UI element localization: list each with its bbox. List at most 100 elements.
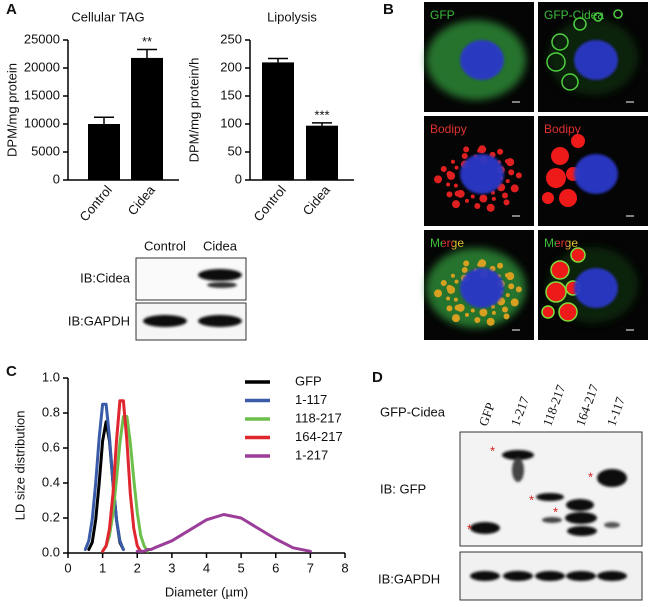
chart-title: Lipolysis [267,9,317,24]
droplet [453,297,458,302]
droplet [515,172,522,179]
droplet-ring [546,52,566,72]
band [470,522,500,534]
y-tick-label: 0.0 [42,544,60,559]
droplet [440,165,447,172]
lane-label: 118-217 [540,382,569,428]
channel-label: Bodipy [544,122,581,136]
droplet [456,303,465,312]
droplet [501,306,508,313]
x-tick-label: 0 [64,560,71,575]
micro-tile [538,2,648,112]
row-label: IB:GAPDH [378,571,440,586]
droplet [470,308,475,313]
droplet [477,148,482,153]
band [207,282,237,288]
x-tick-label: Cidea [300,182,334,218]
micro-tile [538,116,648,226]
droplet [474,316,481,323]
droplet [454,279,459,284]
microscopy [424,2,648,340]
panel-label: D [372,369,383,386]
band [143,315,187,327]
band [198,315,242,327]
band [565,512,597,524]
droplet [503,199,510,206]
droplet-ring [551,33,569,51]
droplet [551,147,569,165]
asterisk: * [553,504,558,519]
droplet [446,296,451,301]
droplet-ring [561,73,579,91]
x-axis-label: Diameter (µm) [165,584,248,599]
row-label: IB: GFP [380,481,426,496]
nucleus [574,268,618,308]
droplet [501,192,508,199]
droplet [450,273,455,278]
band [566,499,594,511]
y-axis-label: LD size distribution [12,411,27,521]
asterisk: * [588,469,593,484]
droplet [570,247,586,263]
series-line [83,402,125,551]
legend-label: GFP [295,373,322,388]
channel-label: GFP-Cidea [544,8,604,22]
channel-label: Merge [544,236,578,250]
x-tick-label: 7 [307,560,314,575]
nucleus [460,268,504,308]
droplet-ring [593,12,603,22]
droplet-ring [613,9,623,19]
blot-a: Control Cidea IB:Cidea IB:GAPDH [68,238,247,341]
droplet [505,179,510,184]
x-tick-label: 8 [341,560,348,575]
nucleus [574,154,618,194]
bar [131,57,163,180]
band [542,517,562,523]
legend-label: 1-117 [295,392,327,407]
x-tick-label: 6 [272,560,279,575]
blot-d: GFP-Cidea GFP 1-217 118-217 164-217 1-11… [378,382,643,601]
lane-label: 1-217 [508,394,533,428]
droplet [434,175,443,184]
droplet [541,305,555,319]
microscopy-labels: GFP GFP-Cidea Bodipy Bodipy Merge Merge [430,8,604,250]
droplet [497,148,504,155]
y-tick-label: 20000 [24,59,60,74]
y-tick-label: 15000 [24,87,60,102]
band [512,458,524,482]
y-tick-label: 25000 [24,31,60,46]
band [566,571,596,581]
droplet [434,289,443,298]
droplet [550,260,570,280]
bar [88,124,120,180]
droplet [503,313,510,320]
y-tick-label: 1.0 [42,369,60,384]
droplet [479,308,488,317]
micro-tile [424,2,534,112]
droplet [504,159,509,164]
y-tick-label: 100 [220,115,242,130]
droplet [542,192,554,204]
droplet [505,293,510,298]
droplet [463,146,470,153]
droplet [510,298,519,307]
asterisk: * [529,492,534,507]
blot-header: GFP-Cidea [380,404,446,419]
y-tick-label: 0.4 [42,474,60,489]
micro-tile [538,230,648,340]
droplet [491,310,496,315]
row-label: IB:GAPDH [68,313,130,328]
y-tick-label: 5000 [31,143,60,158]
y-tick-label: 200 [220,59,242,74]
droplet [545,281,567,303]
droplet [571,134,585,148]
droplet [451,314,460,323]
y-tick-label: 250 [220,31,242,46]
droplet [447,285,456,294]
micro-tile [424,116,534,226]
droplet [504,273,509,278]
droplet [508,169,515,176]
droplet [465,312,470,317]
droplet [446,305,453,312]
y-tick-label: 0 [53,171,60,186]
